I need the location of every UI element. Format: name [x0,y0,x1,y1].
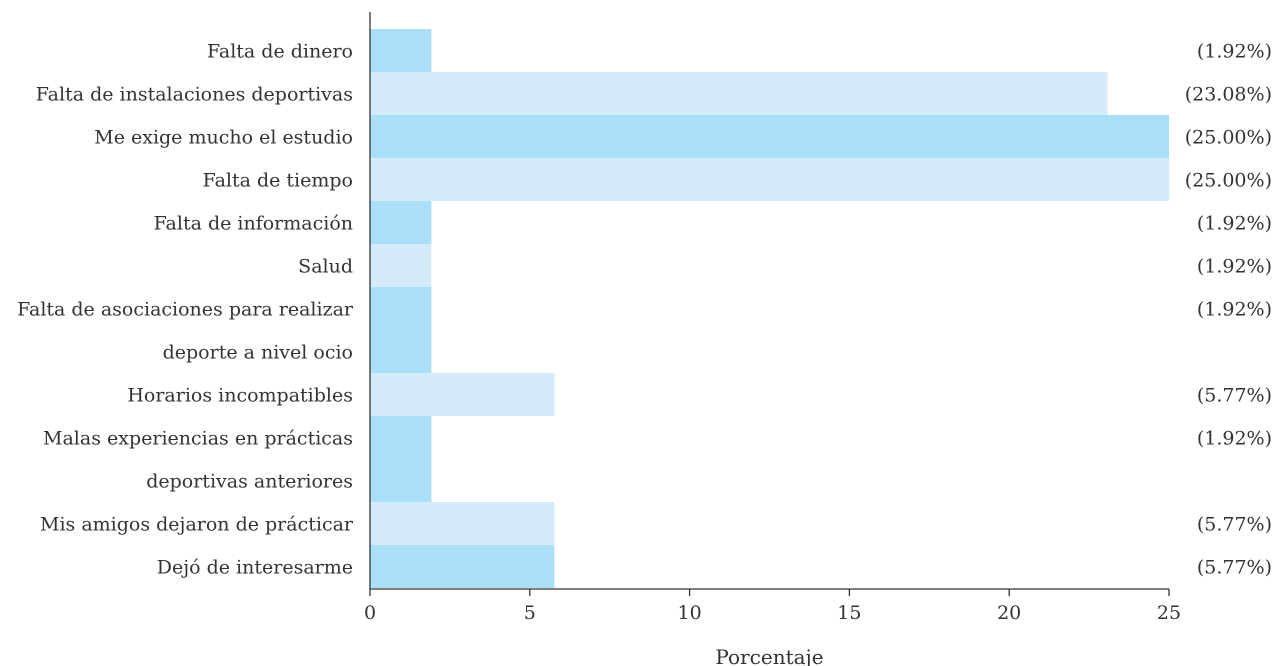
x-tick-label: 10 [678,602,702,624]
x-axis-ticks: 0 5 10 15 20 25 [364,589,1181,624]
bar [370,416,432,502]
value-labels: (1.92%) (23.08%) (25.00%) (25.00%) (1.92%) (1… [1185,41,1272,579]
bar [370,201,432,244]
category-label: Salud [298,256,353,278]
category-label: Mis amigos dejaron de prácticar [40,514,354,536]
category-label: Dejó de interesarme [157,557,353,579]
value-label: (1.92%) [1197,256,1272,278]
bar [370,545,555,588]
bar [370,373,555,416]
bar [370,72,1108,115]
x-tick-label: 25 [1157,602,1181,624]
bar [370,29,432,72]
value-label: (25.00%) [1185,127,1272,149]
category-label: deporte a nivel ocio [163,342,353,364]
category-label: Falta de tiempo [203,170,353,192]
value-label: (25.00%) [1185,170,1272,192]
x-axis-title: Porcentaje [715,645,823,666]
bar [370,244,432,287]
category-label: Falta de asociaciones para realizar [17,299,354,321]
x-tick-label: 5 [524,602,536,624]
value-label: (1.92%) [1197,41,1272,63]
value-label: (5.77%) [1197,385,1272,407]
bar [370,115,1169,158]
x-tick-label: 0 [364,602,376,624]
category-label: Horarios incompatibles [127,385,353,407]
x-tick-label: 20 [997,602,1021,624]
bar [370,158,1169,201]
bars-group [370,29,1169,588]
value-label: (1.92%) [1197,213,1272,235]
value-label: (1.92%) [1197,299,1272,321]
category-label: Malas experiencias en prácticas [43,428,353,450]
bar [370,502,555,545]
bar [370,287,432,373]
category-labels: Falta de dinero Falta de instalaciones de… [17,41,354,579]
value-label: (1.92%) [1197,428,1272,450]
category-label: deportivas anteriores [146,471,353,493]
value-label: (23.08%) [1185,84,1272,106]
x-tick-label: 15 [837,602,861,624]
category-label: Falta de instalaciones deportivas [36,84,353,106]
category-label: Falta de dinero [207,41,353,63]
value-label: (5.77%) [1197,557,1272,579]
value-label: (5.77%) [1197,514,1272,536]
category-label: Falta de información [154,213,353,235]
category-label: Me exige mucho el estudio [94,127,353,149]
